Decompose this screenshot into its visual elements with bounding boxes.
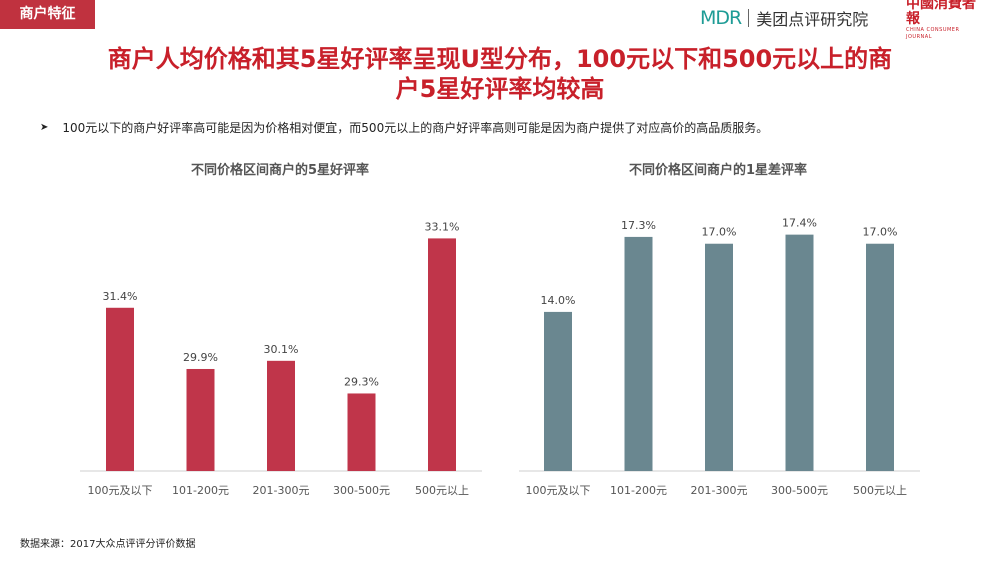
bar [544,311,572,471]
newspaper-logo-subtext: CHINA CONSUMER JOURNAL [906,27,960,40]
brand-logo: MDR 美团点评研究院 [700,4,868,32]
page-title-line-2: 户5星好评率均较高 [395,75,605,103]
bar [705,243,733,471]
data-source: 数据来源：2017大众点评评分评价数据 [20,539,196,550]
bar-value-label: 29.3% [344,375,379,388]
chart-title: 不同价格区间商户的1星差评率 [629,162,807,178]
bar [347,393,376,471]
mdr-logo: MDR [700,7,742,29]
bar-value-label: 33.1% [425,220,460,233]
brand-name: 美团点评研究院 [756,10,869,29]
newspaper-logo-text: 中國消費者報 [906,0,976,27]
bar [785,234,814,471]
bar-value-label: 17.0% [863,226,898,239]
bar-value-label: 17.3% [621,219,656,232]
category-tick-label: 500元以上 [415,484,469,497]
bar [624,236,653,471]
page-title: 商户人均价格和其5星好评率呈现U型分布，100元以下和500元以上的商 户5星好… [30,44,970,104]
brand-divider [748,9,750,27]
bullet-arrow-icon: ➤ [40,122,49,133]
category-tick-label: 101-200元 [610,484,667,497]
bar [186,368,215,471]
bar [866,243,894,471]
category-tick-label: 300-500元 [771,484,828,497]
bar-value-label: 17.4% [782,217,817,230]
chart-title: 不同价格区间商户的5星好评率 [191,162,369,178]
good-rating-bar-chart: 不同价格区间商户的5星好评率 31.4% 100元及以下 29.9% 101-200元 3… [80,162,482,497]
category-tick-label: 201-300元 [691,484,748,497]
bar-value-label: 30.1% [264,343,299,356]
category-tick-label: 100元及以下 [526,484,591,497]
category-tick-label: 100元及以下 [88,484,153,497]
bar-value-label: 14.0% [541,294,576,307]
category-tick-label: 201-300元 [253,484,310,497]
category-tick-label: 500元以上 [853,484,907,497]
bar-value-label: 29.9% [183,351,218,364]
page-title-line-1: 商户人均价格和其5星好评率呈现U型分布，100元以下和500元以上的商 [107,45,893,73]
category-tick-label: 300-500元 [333,484,390,497]
bar-value-label: 31.4% [103,290,138,303]
bar [267,360,295,471]
bullet-point: ➤ 100元以下的商户好评率高可能是因为价格相对便宜，而500元以上的商户好评率… [40,119,768,136]
bar-value-label: 17.0% [702,226,737,239]
newspaper-logo: 中國消費者報 CHINA CONSUMER JOURNAL [906,0,982,40]
bullet-text: 100元以下的商户好评率高可能是因为价格相对便宜，而500元以上的商户好评率高则… [62,121,769,135]
bar [106,307,134,471]
bar [428,238,456,471]
category-tick-label: 101-200元 [172,484,229,497]
section-tag: 商户特征 [0,0,95,29]
